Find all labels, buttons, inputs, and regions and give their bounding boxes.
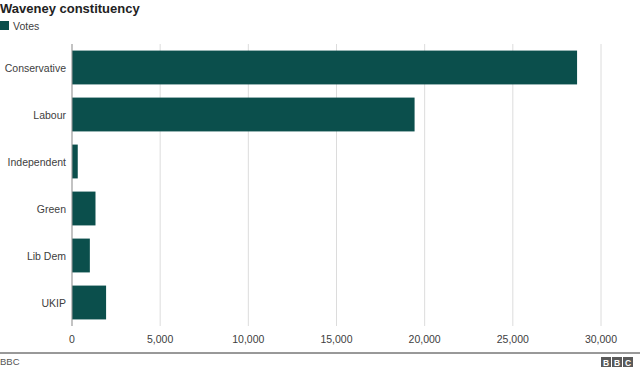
grid-line [336, 44, 337, 326]
bars [72, 51, 577, 320]
bar [72, 51, 577, 85]
tick-label: 25,000 [497, 333, 529, 345]
bar [72, 286, 106, 320]
source: BBC [0, 356, 20, 367]
category-label: Green [37, 203, 66, 215]
category-label: Labour [33, 109, 66, 121]
grid-line [72, 44, 73, 326]
category-label: Independent [8, 156, 66, 168]
bar [72, 145, 78, 179]
footer-rule [0, 353, 640, 354]
logo-letter: B [614, 358, 620, 368]
category-label: Conservative [5, 62, 66, 74]
tick-label: 10,000 [232, 333, 264, 345]
grid-line [424, 44, 425, 326]
logo-block [623, 357, 633, 367]
grid-line [248, 44, 249, 326]
logo-block [612, 357, 622, 367]
axis-line [72, 44, 73, 326]
grid-line [160, 44, 161, 326]
bar [72, 98, 415, 132]
chart: Waveney constituency Votes 0 5,000 10,000 15,… [0, 0, 640, 371]
logo-block [601, 357, 611, 367]
bar [72, 239, 90, 273]
category-label: Lib Dem [27, 250, 66, 262]
legend-swatch [0, 21, 9, 30]
grid-line [601, 44, 602, 326]
bar [72, 192, 95, 226]
logo-letter: C [625, 358, 631, 368]
logo-letter: B [603, 358, 609, 368]
tick-label: 30,000 [585, 333, 617, 345]
tick-label: 15,000 [320, 333, 352, 345]
tick-label: 0 [69, 333, 75, 345]
grid-line [512, 44, 513, 326]
tick-label: 5,000 [147, 333, 173, 345]
tick-label: 20,000 [409, 333, 441, 345]
category-label: UKIP [41, 297, 66, 309]
title: Waveney constituency [0, 1, 140, 16]
legend-label: Votes [13, 20, 39, 32]
